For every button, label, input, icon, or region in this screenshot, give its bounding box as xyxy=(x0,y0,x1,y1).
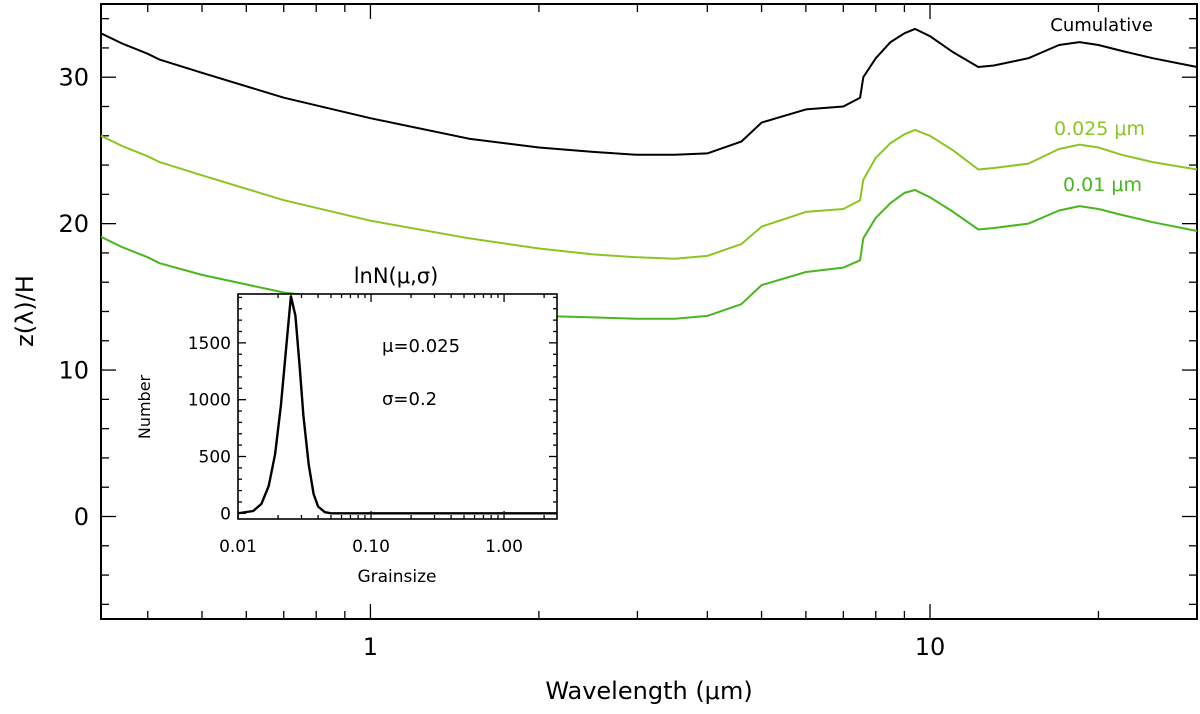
inset-plot-frame xyxy=(237,293,558,520)
inset-y-axis-label: Number xyxy=(135,374,154,439)
inset-series-group xyxy=(237,295,557,515)
main-y-tick-label: 30 xyxy=(58,64,89,92)
main-axes: 1 10 0 10 20 30 xyxy=(58,3,1198,661)
series-label-001: 0.01 μm xyxy=(1063,174,1142,196)
inset-series-line-0 xyxy=(237,295,557,515)
main-series-labels: Cumulative 0.025 μm 0.01 μm xyxy=(1050,15,1153,196)
inset-x-axis-label: Grainsize xyxy=(357,567,436,587)
series-label-cumulative: Cumulative xyxy=(1050,15,1153,36)
inset-title: lnN(μ,σ) xyxy=(354,264,439,288)
inset-x-tick-label: 0.01 xyxy=(219,537,257,557)
inset-y-tick-label: 1500 xyxy=(188,334,231,354)
inset-x-tick-label: 1.00 xyxy=(485,537,523,557)
y-axis-label: z(λ)/H xyxy=(11,275,39,347)
x-axis-label: Wavelength (μm) xyxy=(545,677,752,705)
main-series-line-0 xyxy=(100,27,1198,156)
inset-y-tick-label: 1000 xyxy=(188,391,231,411)
inset-axes: 0.01 0.10 1.00 0 500 1000 1500 xyxy=(188,293,558,557)
inset-y-tick-label: 0 xyxy=(220,504,231,524)
main-series-line-1 xyxy=(100,128,1198,260)
main-x-tick-label: 1 xyxy=(363,633,378,661)
inset-annotation-sigma: σ=0.2 xyxy=(382,389,437,410)
main-y-tick-label: 10 xyxy=(58,356,89,384)
inset-annotation-mu: μ=0.025 xyxy=(382,336,460,357)
main-y-tick-label: 20 xyxy=(58,210,89,238)
inset-x-tick-label: 0.10 xyxy=(352,537,390,557)
series-label-0025: 0.025 μm xyxy=(1054,118,1145,140)
main-series-group xyxy=(100,27,1198,320)
main-x-tick-label: 10 xyxy=(915,633,946,661)
inset-y-tick-label: 500 xyxy=(199,447,231,467)
main-y-tick-label: 0 xyxy=(74,503,89,531)
